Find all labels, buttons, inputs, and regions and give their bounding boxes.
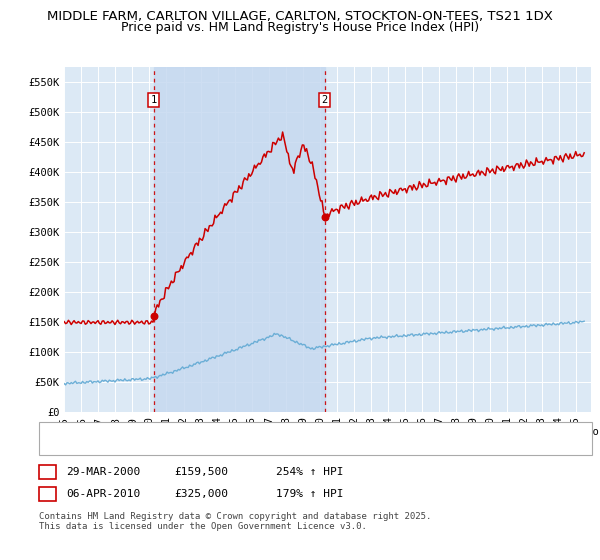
Text: 2: 2 bbox=[44, 489, 50, 499]
Text: MIDDLE FARM, CARLTON VILLAGE, CARLTON, STOCKTON-ON-TEES, TS21 1DX: MIDDLE FARM, CARLTON VILLAGE, CARLTON, S… bbox=[47, 10, 553, 23]
Text: £159,500: £159,500 bbox=[174, 467, 228, 477]
Point bbox=[320, 212, 329, 221]
Text: HPI: Average price, semi-detached house, Stockton-on-Tees: HPI: Average price, semi-detached house,… bbox=[80, 441, 436, 451]
Text: £325,000: £325,000 bbox=[174, 489, 228, 499]
Text: 06-APR-2010: 06-APR-2010 bbox=[66, 489, 140, 499]
Text: 1: 1 bbox=[44, 467, 50, 477]
Text: 2: 2 bbox=[322, 95, 328, 105]
Text: MIDDLE FARM, CARLTON VILLAGE, CARLTON, STOCKTON-ON-TEES, TS21 1DX (semi-detached: MIDDLE FARM, CARLTON VILLAGE, CARLTON, S… bbox=[80, 427, 599, 437]
Point bbox=[149, 311, 158, 320]
Text: 1: 1 bbox=[151, 95, 157, 105]
Text: Price paid vs. HM Land Registry's House Price Index (HPI): Price paid vs. HM Land Registry's House … bbox=[121, 21, 479, 34]
Text: 29-MAR-2000: 29-MAR-2000 bbox=[66, 467, 140, 477]
Text: 254% ↑ HPI: 254% ↑ HPI bbox=[276, 467, 343, 477]
Text: Contains HM Land Registry data © Crown copyright and database right 2025.
This d: Contains HM Land Registry data © Crown c… bbox=[39, 512, 431, 531]
Text: 179% ↑ HPI: 179% ↑ HPI bbox=[276, 489, 343, 499]
Bar bbox=[154, 67, 325, 412]
